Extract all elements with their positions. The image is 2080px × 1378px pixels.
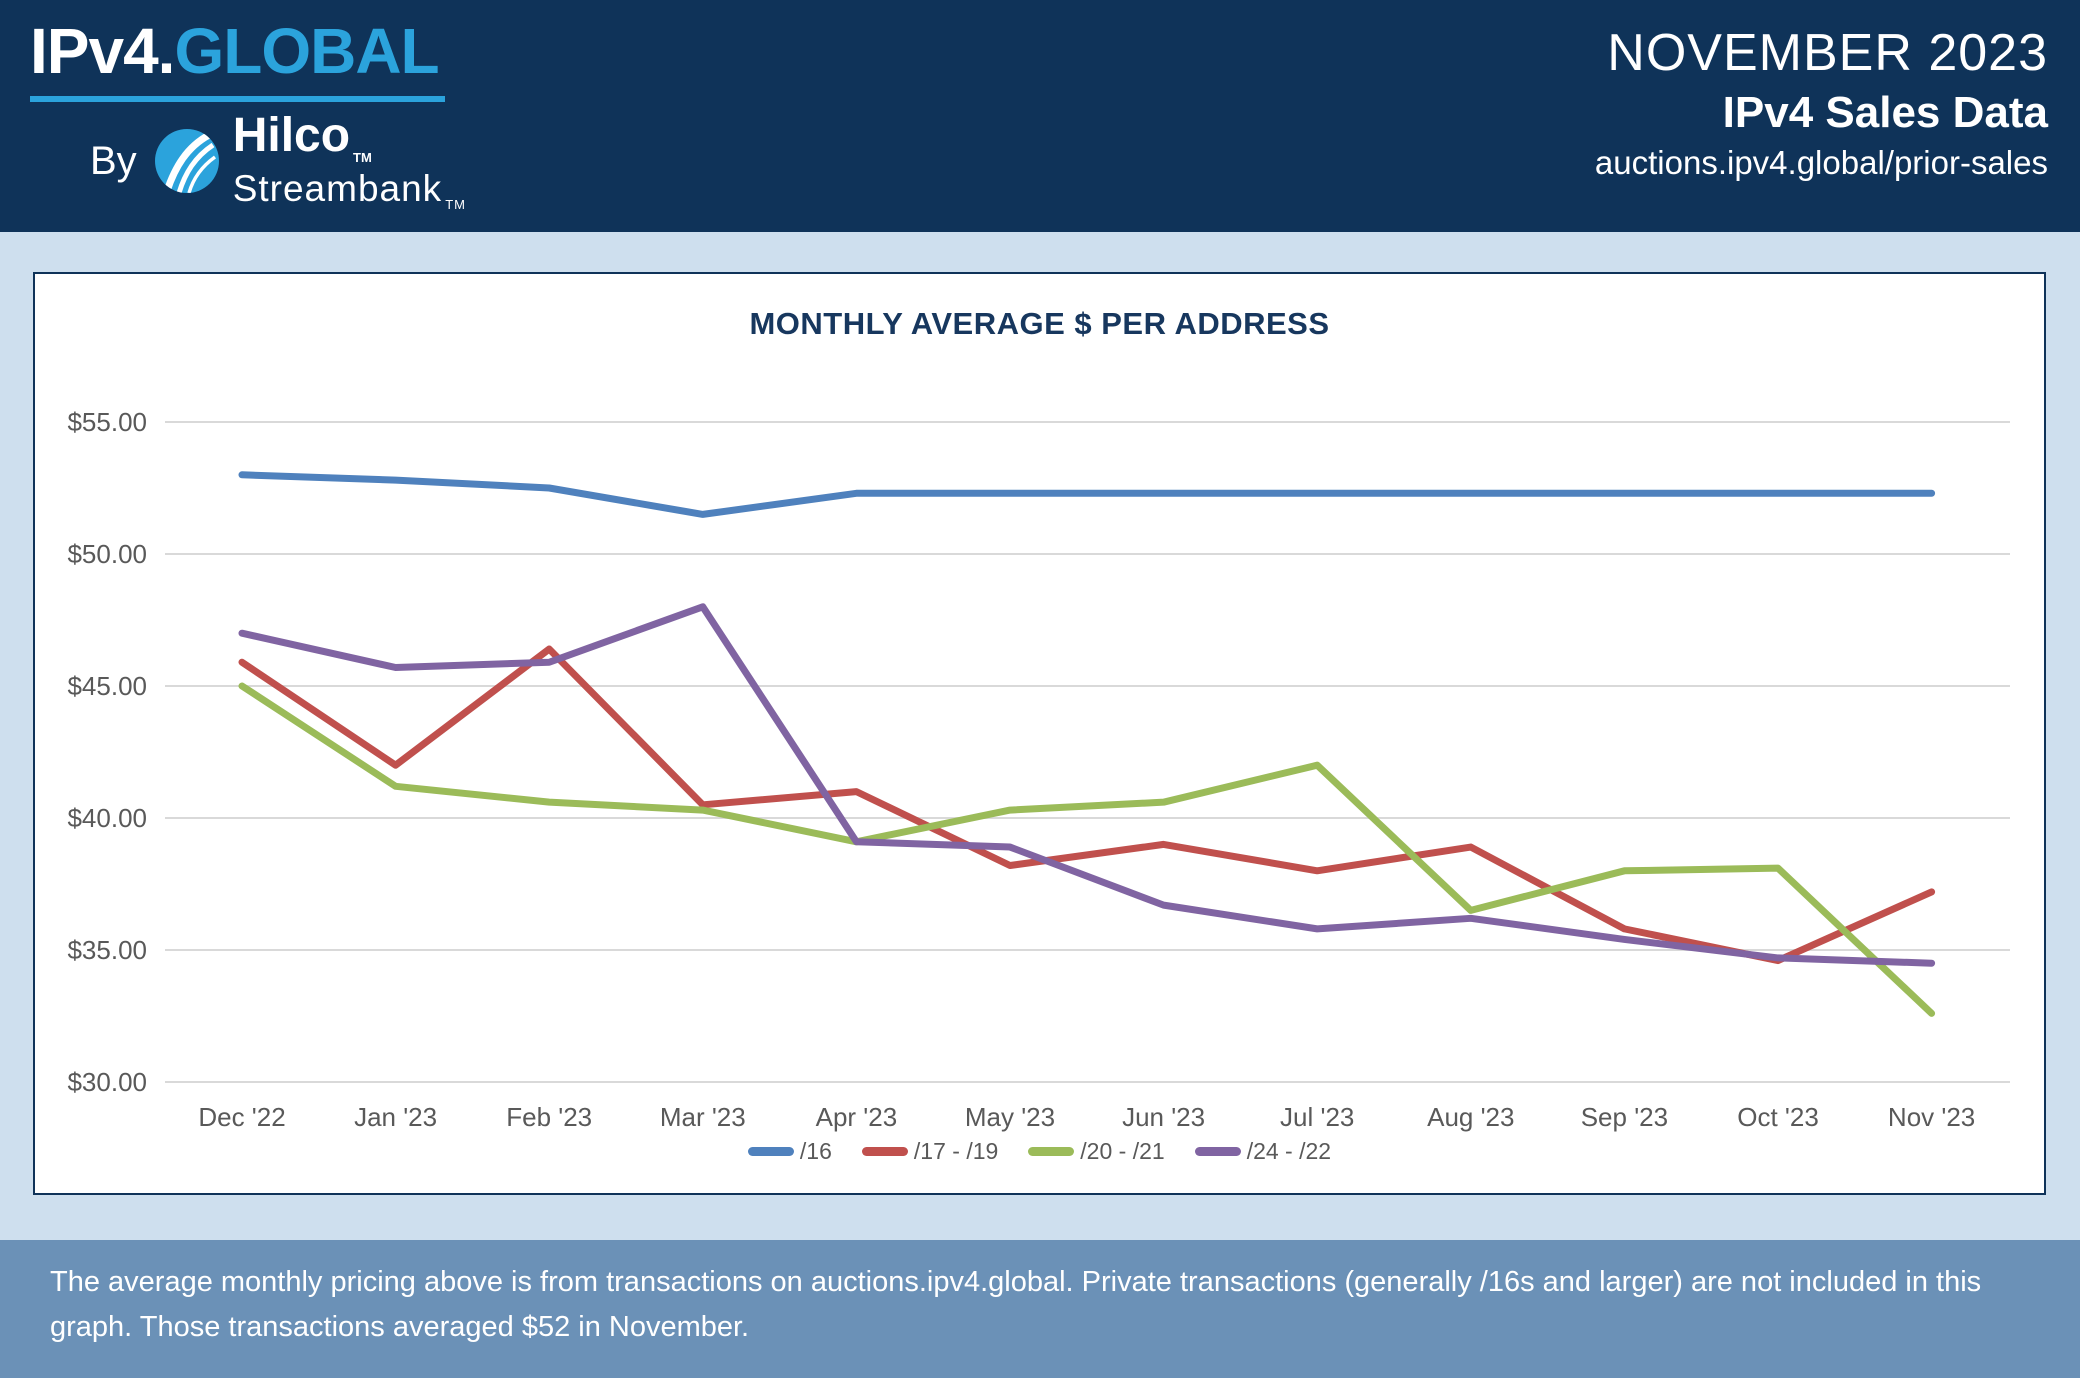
brand-primary: IPv4. bbox=[30, 15, 175, 87]
brand-logo: IPv4.GLOBAL By Hilco TM Streambank TM bbox=[30, 16, 466, 211]
hilco-wordmark: Hilco TM Streambank TM bbox=[233, 112, 466, 211]
line-chart: $30.00 $35.00 $40.00 $45.00 $50.00 $55.00 Dec … bbox=[67, 407, 2010, 1132]
report-url: auctions.ipv4.global/prior-sales bbox=[1594, 144, 2048, 182]
legend-item: /24 - /22 bbox=[1194, 1138, 1332, 1165]
brand-secondary: GLOBAL bbox=[174, 15, 439, 87]
legend-label: /16 bbox=[799, 1138, 832, 1164]
x-tick-label: Jun '23 bbox=[1122, 1102, 1205, 1132]
x-tick-label: May '23 bbox=[965, 1102, 1055, 1132]
legend-item: /17 - /19 bbox=[861, 1138, 999, 1165]
x-tick-label: Dec '22 bbox=[198, 1102, 285, 1132]
chart-panel: $30.00 $35.00 $40.00 $45.00 $50.00 $55.00 Dec … bbox=[33, 272, 2046, 1195]
series-line-16 bbox=[238, 471, 1936, 518]
x-tick-label: Oct '23 bbox=[1737, 1102, 1819, 1132]
chart-title: MONTHLY AVERAGE $ PER ADDRESS bbox=[749, 306, 1330, 341]
y-tick-label: $55.00 bbox=[67, 407, 147, 437]
x-tick-label: Apr '23 bbox=[816, 1102, 898, 1132]
y-tick-label: $30.00 bbox=[67, 1067, 147, 1097]
byline: By Hilco TM Streambank TM bbox=[90, 112, 466, 211]
by-label: By bbox=[90, 138, 137, 183]
y-tick-label: $45.00 bbox=[67, 671, 147, 701]
series-line-1719 bbox=[238, 645, 1936, 965]
series-line-2021 bbox=[238, 682, 1936, 1017]
legend-swatch bbox=[861, 1147, 908, 1156]
hilco-trademark: TM bbox=[353, 149, 372, 165]
series-line-2422 bbox=[238, 603, 1936, 967]
legend-label: /20 - /21 bbox=[1080, 1138, 1165, 1164]
y-tick-label: $40.00 bbox=[67, 803, 147, 833]
legend-swatch bbox=[1028, 1147, 1075, 1156]
x-tick-label: Jul '23 bbox=[1280, 1102, 1354, 1132]
legend-swatch bbox=[747, 1147, 794, 1156]
header-banner: IPv4.GLOBAL By Hilco TM Streambank TM NOVE… bbox=[0, 0, 2080, 232]
legend-item: /20 - /21 bbox=[1028, 1138, 1165, 1165]
report-heading: NOVEMBER 2023 IPv4 Sales Data auctions.i… bbox=[1595, 24, 2048, 182]
footer-note: The average monthly pricing above is fro… bbox=[50, 1266, 1982, 1343]
streambank-trademark: TM bbox=[445, 196, 466, 212]
x-tick-label: Sep '23 bbox=[1581, 1102, 1668, 1132]
x-tick-label: Jan '23 bbox=[354, 1102, 437, 1132]
y-tick-label: $35.00 bbox=[67, 935, 147, 965]
hilco-name: Hilco TM bbox=[232, 109, 372, 165]
y-tick-label: $50.00 bbox=[67, 539, 147, 569]
x-tick-label: Mar '23 bbox=[660, 1102, 746, 1132]
legend-label: /17 - /19 bbox=[913, 1138, 999, 1164]
legend-swatch bbox=[1194, 1147, 1241, 1156]
x-tick-label: Feb '23 bbox=[506, 1102, 592, 1132]
x-tick-label: Aug '23 bbox=[1427, 1102, 1514, 1132]
hilco-globe-icon bbox=[154, 129, 219, 194]
legend-label: /24 - /22 bbox=[1246, 1138, 1332, 1164]
x-tick-label: Nov '23 bbox=[1888, 1102, 1975, 1132]
streambank-name: Streambank TM bbox=[232, 167, 466, 212]
chart-legend: /16/17 - /19/20 - /21/24 - /22 bbox=[35, 1138, 2044, 1165]
ipv4-global-wordmark: IPv4.GLOBAL bbox=[30, 16, 445, 102]
legend-item: /16 bbox=[747, 1138, 832, 1165]
report-period: NOVEMBER 2023 bbox=[1607, 24, 2048, 82]
report-title: IPv4 Sales Data bbox=[1722, 87, 2048, 137]
footer-banner: The average monthly pricing above is fro… bbox=[0, 1240, 2080, 1378]
